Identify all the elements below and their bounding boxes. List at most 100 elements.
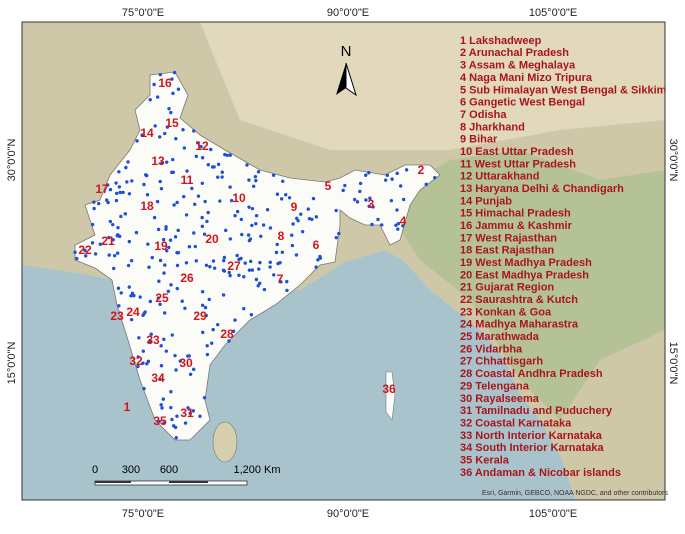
station-dot bbox=[205, 352, 210, 357]
station-dot bbox=[201, 330, 205, 335]
arrow-half bbox=[345, 62, 357, 97]
station-dot bbox=[107, 253, 111, 257]
station-dot bbox=[196, 141, 200, 145]
station-dot bbox=[92, 200, 96, 204]
station-dot bbox=[83, 248, 87, 253]
grid-label: 30°0'0"N bbox=[6, 139, 18, 182]
station-dot bbox=[136, 355, 140, 359]
station-dot bbox=[209, 147, 213, 152]
station-dot bbox=[268, 260, 272, 264]
station-dot bbox=[119, 214, 123, 219]
station-dot bbox=[311, 196, 316, 201]
station-dot bbox=[202, 396, 207, 400]
station-dot bbox=[155, 95, 160, 99]
station-dot bbox=[284, 193, 288, 197]
station-dot bbox=[200, 290, 205, 294]
station-dot bbox=[167, 245, 171, 250]
station-dot bbox=[237, 273, 241, 278]
station-dot bbox=[206, 210, 210, 215]
station-dot bbox=[367, 171, 371, 175]
station-dot bbox=[90, 241, 95, 245]
station-dot bbox=[235, 209, 240, 214]
station-dot bbox=[395, 208, 399, 212]
legend-item: 34 South Interior Karnataka bbox=[460, 442, 605, 454]
station-dot bbox=[222, 258, 226, 263]
station-dot bbox=[367, 204, 371, 208]
andaman bbox=[385, 371, 396, 421]
legend-item: 19 West Madhya Pradesh bbox=[460, 257, 592, 269]
station-dot bbox=[258, 281, 262, 286]
station-dot bbox=[152, 215, 157, 220]
station-dot bbox=[247, 178, 251, 182]
station-dot bbox=[424, 182, 428, 187]
region-number: 6 bbox=[313, 238, 320, 252]
station-dot bbox=[228, 185, 232, 189]
legend-item: 29 Telengana bbox=[460, 380, 530, 392]
station-dot bbox=[285, 279, 289, 284]
station-dot bbox=[108, 219, 113, 224]
station-dot bbox=[281, 179, 285, 184]
station-dot bbox=[222, 255, 227, 260]
legend-item: 30 Rayalseema bbox=[460, 393, 540, 405]
station-dot bbox=[276, 261, 280, 266]
station-dot bbox=[216, 322, 220, 327]
station-dot bbox=[247, 238, 252, 243]
station-dot bbox=[198, 414, 202, 418]
station-dot bbox=[268, 226, 273, 230]
legend-item: 12 Uttarakhand bbox=[460, 171, 539, 183]
station-dot bbox=[294, 253, 299, 257]
station-dot bbox=[147, 339, 152, 344]
station-dot bbox=[182, 194, 186, 199]
station-dot bbox=[203, 199, 207, 204]
station-dot bbox=[254, 277, 259, 282]
station-dot bbox=[116, 233, 120, 237]
region-number: 25 bbox=[155, 291, 169, 305]
frame bbox=[21, 21, 666, 501]
station-dot bbox=[176, 87, 181, 91]
station-dot bbox=[175, 414, 179, 418]
station-dot bbox=[170, 417, 174, 422]
station-dot bbox=[358, 189, 362, 194]
station-dot bbox=[239, 256, 243, 261]
station-dot bbox=[168, 238, 173, 242]
station-dot bbox=[175, 263, 180, 268]
station-dot bbox=[160, 161, 164, 165]
station-dot bbox=[146, 359, 151, 364]
scale-label: 300 bbox=[122, 464, 140, 476]
station-dot bbox=[104, 198, 109, 202]
station-dot bbox=[170, 333, 174, 337]
station-dot bbox=[121, 190, 125, 195]
station-dot bbox=[142, 386, 146, 391]
station-dot bbox=[155, 199, 160, 204]
station-dot bbox=[137, 336, 141, 340]
station-dot bbox=[175, 200, 179, 205]
station-dot bbox=[220, 170, 224, 174]
station-dot bbox=[93, 252, 98, 256]
legend-item: 26 Vidarbha bbox=[460, 343, 523, 355]
grid-label: 105°0'0"E bbox=[529, 7, 577, 19]
station-dot bbox=[227, 270, 231, 275]
station-dot bbox=[271, 173, 276, 177]
station-dot bbox=[194, 154, 199, 159]
station-dot bbox=[341, 188, 345, 193]
station-dot bbox=[250, 206, 255, 211]
station-dot bbox=[240, 232, 244, 237]
station-dot bbox=[178, 359, 182, 363]
legend-item: 20 East Madhya Pradesh bbox=[460, 269, 589, 281]
station-dot bbox=[84, 254, 88, 258]
station-dot bbox=[75, 256, 79, 261]
legend-item: 5 Sub Himalayan West Bengal & Sikkim bbox=[460, 84, 667, 96]
legend-item: 9 Bihar bbox=[460, 134, 498, 146]
region-number: 1 bbox=[124, 400, 131, 414]
station-dot bbox=[123, 212, 128, 216]
station-dot bbox=[394, 223, 398, 227]
station-dot bbox=[117, 170, 121, 174]
legend-item: 13 Haryana Delhi & Chandigarh bbox=[460, 183, 624, 195]
station-dot bbox=[306, 207, 310, 211]
legend-item: 32 Coastal Karnataka bbox=[460, 417, 572, 429]
station-dot bbox=[181, 128, 185, 132]
station-dot bbox=[174, 137, 178, 141]
station-dot bbox=[247, 268, 252, 272]
station-dot bbox=[233, 318, 237, 322]
